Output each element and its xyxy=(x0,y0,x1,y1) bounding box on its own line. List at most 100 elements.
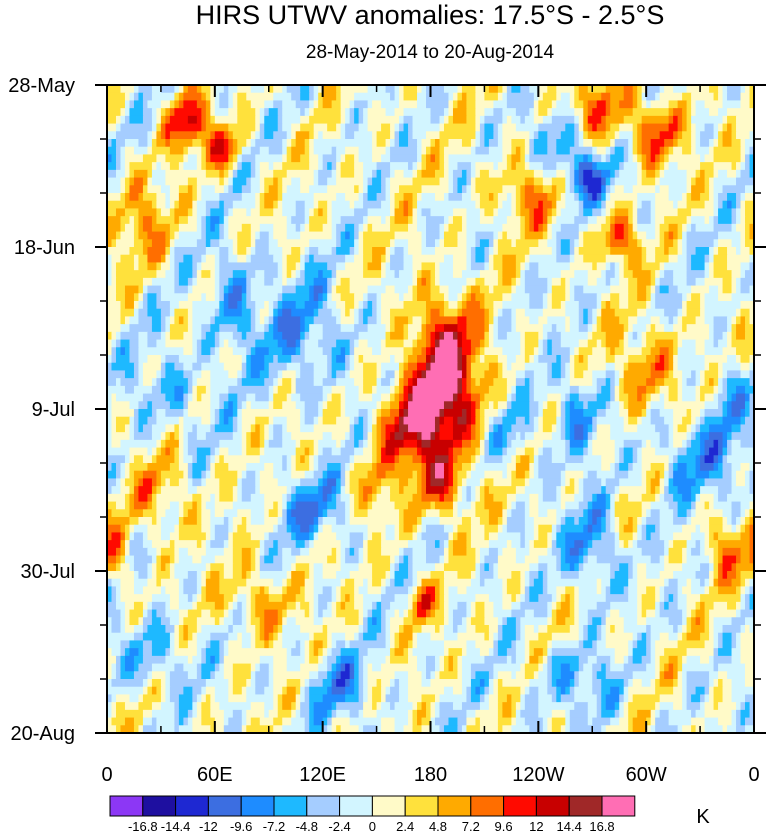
heatmap-cell xyxy=(408,609,414,618)
heatmap-cell xyxy=(156,131,162,140)
heatmap-cell xyxy=(241,432,247,441)
heatmap-cell xyxy=(704,316,715,325)
heatmap-cell xyxy=(394,532,400,541)
heatmap-cell xyxy=(749,316,754,325)
heatmap-cell xyxy=(376,424,382,433)
heatmap-cell xyxy=(628,563,634,572)
heatmap-cell xyxy=(264,439,270,449)
heatmap-cell xyxy=(479,270,499,279)
heatmap-cell xyxy=(196,509,202,518)
heatmap-cell xyxy=(322,301,328,310)
heatmap-cell xyxy=(713,578,719,588)
heatmap-cell xyxy=(623,455,634,464)
heatmap-cell xyxy=(659,270,665,279)
heatmap-cell xyxy=(731,486,751,495)
heatmap-cell xyxy=(367,586,382,595)
heatmap-cell xyxy=(731,447,754,456)
heatmap-cell xyxy=(156,339,167,348)
heatmap-cell xyxy=(282,609,288,618)
heatmap-cell xyxy=(587,517,593,526)
heatmap-cell xyxy=(430,331,436,341)
heatmap-cell xyxy=(183,316,189,325)
heatmap-cell xyxy=(484,254,490,264)
heatmap-cell xyxy=(695,463,701,472)
heatmap-cell xyxy=(367,424,373,433)
heatmap-cell xyxy=(331,370,337,379)
heatmap-cell xyxy=(246,571,252,580)
heatmap-cell xyxy=(650,393,661,402)
heatmap-cell xyxy=(443,594,450,603)
heatmap-cell xyxy=(129,247,144,256)
heatmap-cell xyxy=(673,493,683,503)
heatmap-cell xyxy=(610,378,616,387)
heatmap-cell xyxy=(417,223,427,233)
heatmap-cell xyxy=(475,409,481,418)
heatmap-cell xyxy=(682,493,692,503)
heatmap-cell xyxy=(713,532,719,541)
heatmap-cell xyxy=(691,108,697,117)
heatmap-cell xyxy=(385,571,391,580)
heatmap-cell xyxy=(120,532,126,541)
heatmap-cell xyxy=(358,339,369,348)
heatmap-cell xyxy=(138,517,153,526)
heatmap-cell xyxy=(646,301,652,310)
heatmap-cell xyxy=(372,571,387,580)
heatmap-cell xyxy=(605,216,611,225)
heatmap-cell xyxy=(610,401,620,410)
heatmap-cell xyxy=(327,478,337,487)
heatmap-cell xyxy=(434,262,441,271)
heatmap-cell xyxy=(390,355,396,364)
heatmap-cell xyxy=(228,162,234,171)
heatmap-cell xyxy=(115,355,131,364)
heatmap-cell xyxy=(430,470,436,480)
heatmap-cell xyxy=(502,509,508,518)
heatmap-cell xyxy=(309,139,315,148)
heatmap-cell xyxy=(569,247,575,256)
heatmap-cell xyxy=(596,385,602,395)
heatmap-cell xyxy=(426,478,432,487)
heatmap-cell xyxy=(282,177,292,186)
heatmap-cell xyxy=(232,540,261,549)
heatmap-cell xyxy=(259,177,265,186)
heatmap-cell xyxy=(686,432,692,441)
heatmap-cell xyxy=(749,509,754,518)
heatmap-cell xyxy=(493,331,499,341)
heatmap-cell xyxy=(210,85,216,94)
heatmap-cell xyxy=(493,162,499,171)
heatmap-cell xyxy=(358,439,364,449)
heatmap-cell xyxy=(160,100,171,109)
heatmap-cell xyxy=(461,285,468,294)
heatmap-cell xyxy=(120,486,131,495)
heatmap-cell xyxy=(655,92,661,102)
heatmap-cell xyxy=(196,578,202,588)
heatmap-cell xyxy=(223,601,229,611)
heatmap-cell xyxy=(695,501,706,510)
heatmap-cell xyxy=(363,108,369,117)
heatmap-cell xyxy=(704,270,710,279)
heatmap-cell xyxy=(300,331,306,341)
heatmap-cell xyxy=(340,578,346,588)
heatmap-cell xyxy=(300,524,310,534)
heatmap-cell xyxy=(367,501,373,510)
heatmap-cell xyxy=(610,493,616,503)
heatmap-cell xyxy=(151,92,175,102)
heatmap-cell xyxy=(538,108,548,117)
heatmap-cell xyxy=(178,85,184,94)
heatmap-cell xyxy=(237,139,247,148)
heatmap-cell xyxy=(745,208,754,217)
heatmap-cell xyxy=(363,555,369,564)
heatmap-cell xyxy=(565,185,571,194)
heatmap-cell xyxy=(439,331,445,341)
heatmap-cell xyxy=(502,154,508,163)
heatmap-cell xyxy=(367,301,373,310)
heatmap-cell xyxy=(691,586,706,595)
heatmap-cell xyxy=(628,301,647,310)
heatmap-cell xyxy=(691,578,701,588)
heatmap-cell xyxy=(641,339,647,348)
heatmap-cell xyxy=(596,424,611,433)
heatmap-cell xyxy=(511,362,526,372)
heatmap-cell xyxy=(264,517,279,526)
heatmap-cell xyxy=(129,355,140,364)
heatmap-cell xyxy=(210,563,225,572)
heatmap-cell xyxy=(115,270,158,279)
